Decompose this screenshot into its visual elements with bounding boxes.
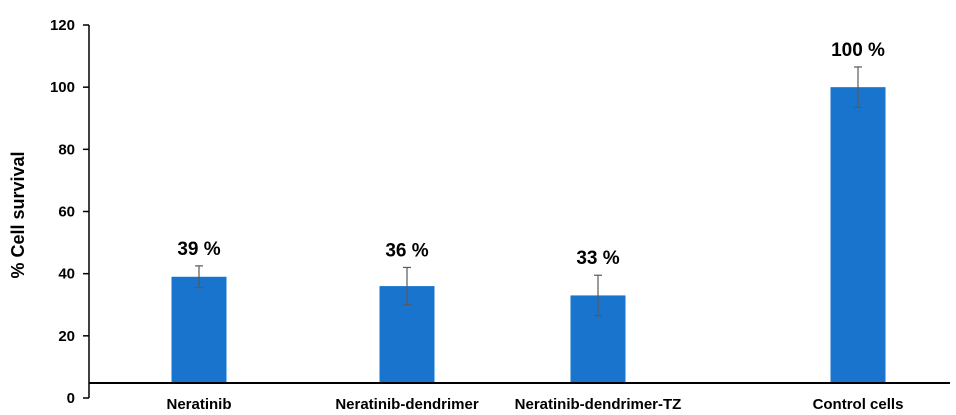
error-bars <box>195 66 862 317</box>
category-label: Control cells <box>813 396 904 413</box>
data-label: 36 % <box>385 240 428 261</box>
y-axis-ticks: 0 20 40 60 80 100 120 <box>50 17 89 407</box>
bar <box>830 87 886 384</box>
y-tick-label: 100 <box>50 79 75 96</box>
data-label: 100 % <box>831 40 885 61</box>
y-tick-label: 40 <box>58 266 75 283</box>
category-label: Neratinib <box>166 396 231 413</box>
y-tick-label: 20 <box>58 328 75 345</box>
bar <box>171 276 227 383</box>
category-label: Neratinib-dendrimer-TZ <box>515 396 682 413</box>
category-label: Neratinib-dendrimer <box>335 396 479 413</box>
x-axis-categories: Neratinib Neratinib-dendrimer Neratinib-de… <box>166 396 903 413</box>
y-axis-title: % Cell survival <box>8 151 28 278</box>
y-tick-label: 60 <box>58 204 75 221</box>
data-labels: 39 % 36 % 33 % 100 % <box>177 40 885 269</box>
y-tick-label: 80 <box>58 141 75 158</box>
y-tick-label: 120 <box>50 17 75 34</box>
bars <box>171 87 886 384</box>
data-label: 33 % <box>576 248 619 269</box>
data-label: 39 % <box>177 239 220 260</box>
y-tick-label: 0 <box>67 390 75 407</box>
